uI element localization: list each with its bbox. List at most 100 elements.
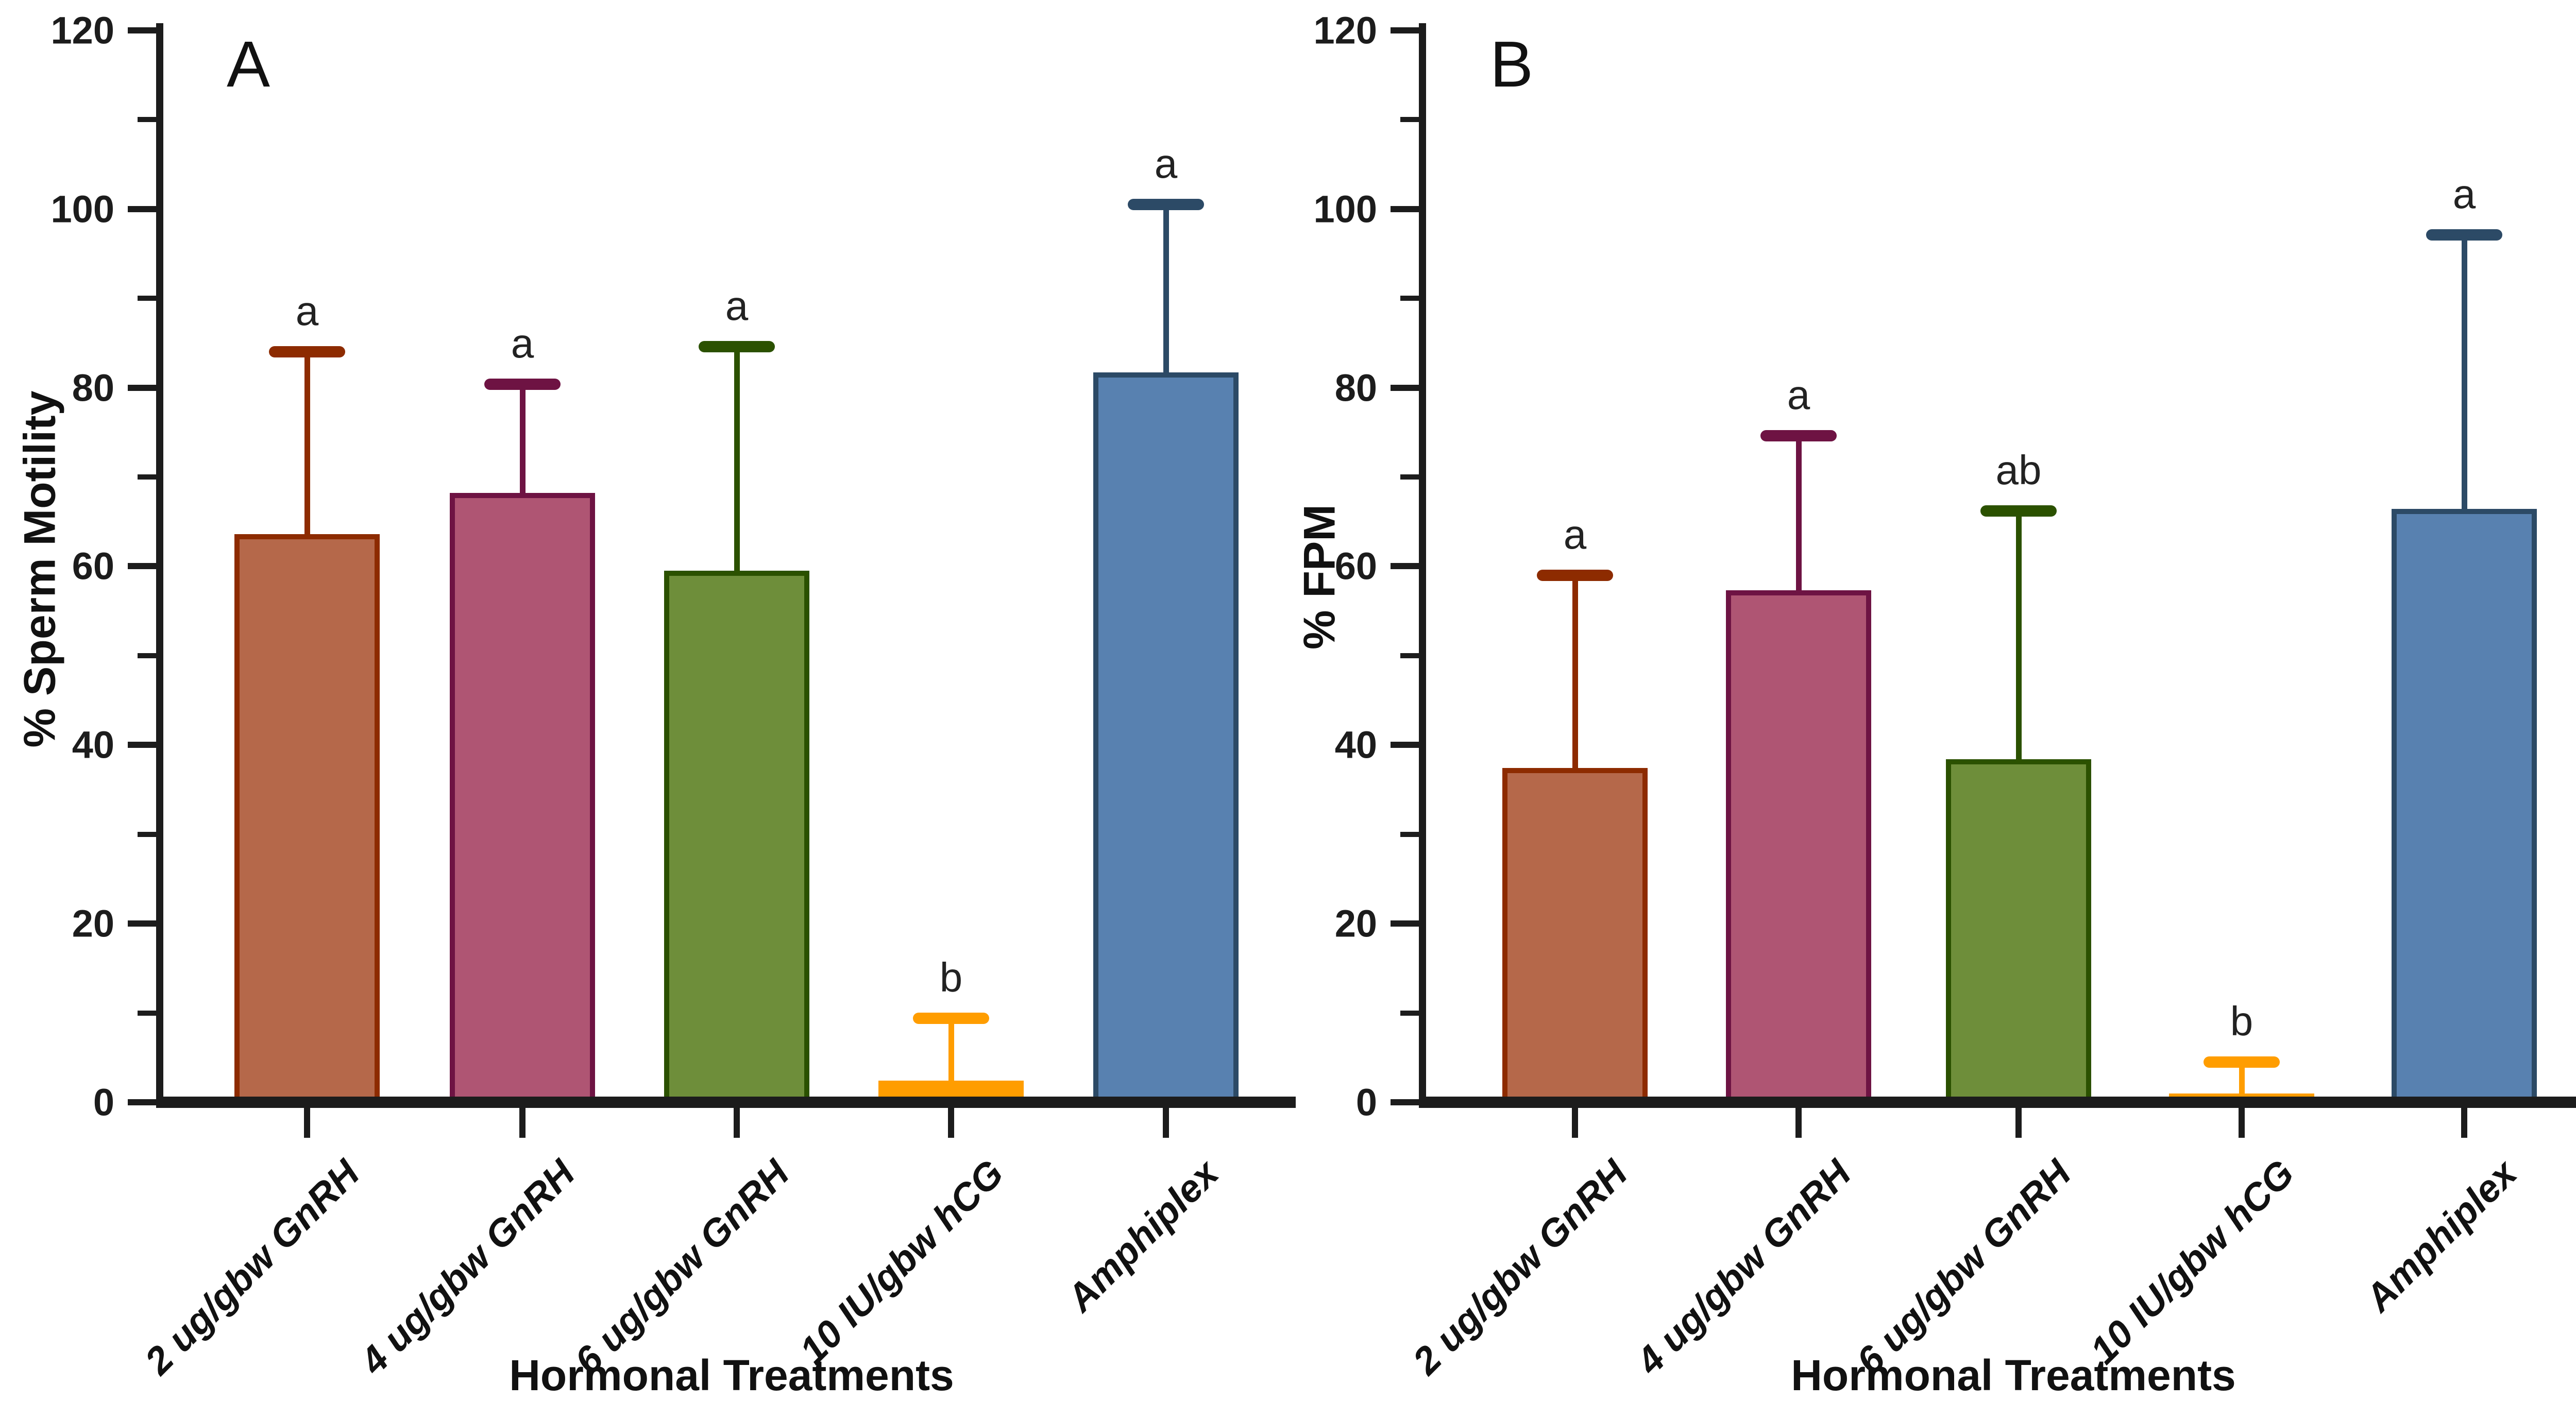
bar [1093, 372, 1239, 1105]
y-major-tick [128, 27, 156, 33]
y-axis-title: % Sperm Motility [15, 390, 65, 748]
y-minor-tick [138, 653, 156, 658]
y-tick-label: 80 [72, 366, 114, 409]
y-tick-label: 100 [1313, 187, 1377, 231]
y-major-tick [128, 384, 156, 391]
y-minor-tick [1400, 296, 1419, 301]
error-bar-line [1795, 436, 1802, 598]
y-minor-tick [138, 1010, 156, 1016]
y-minor-tick [1400, 1010, 1419, 1016]
y-tick-label: 60 [72, 544, 114, 588]
y-minor-tick [138, 117, 156, 123]
significance-letter: a [725, 282, 749, 329]
x-category-tick [2461, 1108, 2467, 1138]
x-category-tick [2015, 1108, 2022, 1138]
error-bar-cap [913, 1012, 989, 1024]
y-tick-label: 0 [1355, 1081, 1377, 1124]
y-tick-label: 20 [72, 902, 114, 945]
x-category-label: Amphiplex [2357, 1151, 2525, 1320]
y-tick-label: 20 [1334, 902, 1377, 945]
y-tick-label: 100 [50, 187, 114, 231]
panel-letter: B [1490, 28, 1534, 100]
y-minor-tick [1400, 653, 1419, 658]
bar [234, 534, 380, 1105]
bar [1502, 768, 1648, 1105]
y-major-tick [128, 206, 156, 212]
significance-letter: ab [1995, 447, 2042, 493]
y-major-tick [1391, 1099, 1419, 1105]
y-tick-label: 40 [1334, 723, 1377, 766]
y-tick-label: 120 [1313, 9, 1377, 52]
y-minor-tick [138, 474, 156, 480]
significance-letter: a [1154, 141, 1178, 187]
error-bar-line [304, 352, 310, 542]
y-axis-title: % FPM [1295, 504, 1345, 650]
significance-letter: a [511, 320, 534, 366]
y-tick-label: 80 [1334, 366, 1377, 409]
y-major-tick [128, 742, 156, 748]
y-major-tick [1391, 27, 1419, 33]
error-bar-line [2239, 1062, 2245, 1101]
significance-letter: b [939, 954, 963, 1000]
x-category-tick [304, 1108, 310, 1138]
y-tick-label: 120 [50, 9, 114, 52]
bar [1726, 590, 1871, 1105]
bar [664, 571, 809, 1105]
error-bar-cap [1128, 199, 1204, 211]
x-category-label: 4 ug/gbw GnRH [352, 1151, 583, 1382]
error-bar-line [1163, 204, 1169, 380]
y-major-tick [1391, 563, 1419, 570]
y-major-tick [128, 920, 156, 927]
significance-letter: a [1563, 511, 1587, 557]
x-category-label: 4 ug/gbw GnRH [1628, 1151, 1859, 1382]
significance-letter: a [2452, 171, 2476, 217]
y-major-tick [128, 563, 156, 570]
error-bar-cap [1760, 430, 1837, 442]
x-category-tick [1163, 1108, 1169, 1138]
x-category-label: 6 ug/gbw GnRH [566, 1151, 798, 1382]
error-bar-cap [269, 346, 345, 358]
error-bar-cap [2426, 229, 2502, 241]
significance-letter: a [1787, 372, 1810, 418]
error-bar-cap [1980, 505, 2057, 517]
significance-letter: b [2230, 998, 2253, 1044]
y-minor-tick [1400, 117, 1419, 123]
bar [450, 493, 595, 1105]
x-category-tick [519, 1108, 526, 1138]
error-bar-line [1572, 575, 1578, 776]
x-category-label: 2 ug/gbw GnRH [137, 1151, 368, 1382]
y-major-tick [128, 1099, 156, 1105]
y-minor-tick [1400, 474, 1419, 480]
bar [1946, 759, 2091, 1105]
error-bar-line [519, 384, 526, 501]
error-bar-line [948, 1018, 954, 1088]
error-bar-line [734, 346, 740, 578]
error-bar-cap [2204, 1056, 2280, 1068]
y-major-tick [1391, 384, 1419, 391]
y-tick-label: 40 [72, 723, 114, 766]
significance-letter: a [295, 288, 319, 334]
y-major-tick [1391, 742, 1419, 748]
error-bar-cap [1537, 569, 1613, 581]
x-axis-title: Hormonal Treatments [1791, 1351, 2236, 1399]
y-minor-tick [1400, 831, 1419, 837]
error-bar-line [2015, 510, 2022, 767]
x-category-tick [734, 1108, 740, 1138]
panel-letter: A [227, 28, 270, 100]
y-major-tick [1391, 920, 1419, 927]
bar [2392, 509, 2537, 1105]
y-axis-line [1419, 23, 1426, 1108]
x-axis-line [156, 1097, 1296, 1108]
x-axis-line [1419, 1097, 2576, 1108]
y-tick-label: 60 [1334, 544, 1377, 588]
y-axis-line [156, 23, 163, 1108]
x-category-label: 6 ug/gbw GnRH [1848, 1151, 2079, 1382]
x-category-tick [1795, 1108, 1802, 1138]
error-bar-line [2461, 235, 2467, 517]
y-minor-tick [138, 296, 156, 301]
x-category-tick [1572, 1108, 1578, 1138]
x-category-label: 10 IU/gbw hCG [791, 1151, 1012, 1372]
error-bar-cap [484, 378, 561, 390]
error-bar-cap [699, 340, 775, 352]
